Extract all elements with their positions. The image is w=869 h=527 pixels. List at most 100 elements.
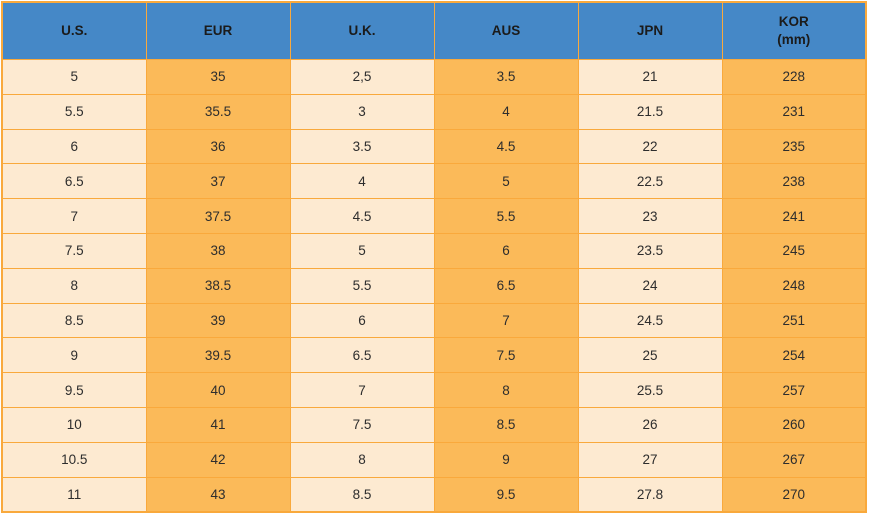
table-cell: 5 (1, 59, 147, 95)
table-cell: 245 (721, 232, 867, 269)
table-cell: 254 (721, 337, 867, 374)
table-cell: 4.5 (433, 128, 579, 165)
table-cell: 3.5 (433, 59, 579, 95)
table-cell: 37 (145, 163, 291, 200)
column-header-uk: U.K. (289, 1, 435, 60)
table-cell: 9.5 (433, 476, 579, 513)
shoe-size-conversion-table-container: U.S. EUR U.K. AUS JPN KOR (mm) 5 35 2,5 3.5… (1, 1, 867, 514)
table-cell: 26 (577, 406, 723, 443)
table-cell: 24 (577, 267, 723, 304)
shoe-size-conversion-table: U.S. EUR U.K. AUS JPN KOR (mm) 5 35 2,5 3.5… (1, 1, 867, 514)
table-cell: 235 (721, 128, 867, 165)
table-cell: 6 (289, 302, 435, 339)
column-header-jpn: JPN (577, 1, 723, 60)
table-cell: 9 (433, 441, 579, 478)
column-header-aus: AUS (433, 1, 579, 60)
table-cell: 9 (1, 337, 147, 374)
table-cell: 40 (145, 372, 291, 408)
table-cell: 21.5 (577, 93, 723, 130)
column-header-label: U.S. (61, 22, 88, 38)
table-cell: 10.5 (1, 441, 147, 478)
table-row: 7.5 38 5 6 23.5 245 (1, 232, 867, 269)
table-cell: 21 (577, 59, 723, 95)
table-cell: 4.5 (289, 198, 435, 234)
table-row: 6 36 3.5 4.5 22 235 (1, 128, 867, 165)
table-header: U.S. EUR U.K. AUS JPN KOR (mm) (1, 1, 867, 60)
table-cell: 248 (721, 267, 867, 304)
table-cell: 3.5 (289, 128, 435, 165)
table-row: 11 43 8.5 9.5 27.8 270 (1, 476, 867, 513)
table-cell: 25 (577, 337, 723, 374)
table-cell: 27.8 (577, 476, 723, 513)
table-cell: 7.5 (433, 337, 579, 374)
table-cell: 10 (1, 406, 147, 443)
table-cell: 23 (577, 198, 723, 234)
table-body: 5 35 2,5 3.5 21 228 5.5 35.5 3 4 21.5 231 6 36 3.5 4.5 2… (1, 59, 867, 513)
table-cell: 42 (145, 441, 291, 478)
table-row: 10 41 7.5 8.5 26 260 (1, 406, 867, 443)
table-cell: 35 (145, 59, 291, 95)
table-cell: 238 (721, 163, 867, 200)
table-cell: 241 (721, 198, 867, 234)
table-cell: 22 (577, 128, 723, 165)
table-cell: 5.5 (433, 198, 579, 234)
table-cell: 8 (289, 441, 435, 478)
table-cell: 231 (721, 93, 867, 130)
table-cell: 39.5 (145, 337, 291, 374)
table-cell: 25.5 (577, 372, 723, 408)
table-cell: 257 (721, 372, 867, 408)
table-row: 8.5 39 6 7 24.5 251 (1, 302, 867, 339)
column-header-eur: EUR (145, 1, 291, 60)
table-row: 5.5 35.5 3 4 21.5 231 (1, 93, 867, 130)
table-cell: 11 (1, 476, 147, 513)
table-cell: 7.5 (289, 406, 435, 443)
table-cell: 23.5 (577, 232, 723, 269)
table-cell: 5 (433, 163, 579, 200)
table-cell: 3 (289, 93, 435, 130)
column-header-label: JPN (636, 22, 664, 38)
table-cell: 27 (577, 441, 723, 478)
table-row: 10.5 42 8 9 27 267 (1, 441, 867, 478)
table-row: 9.5 40 7 8 25.5 257 (1, 372, 867, 408)
column-header-sublabel: (mm) (777, 32, 811, 47)
table-cell: 39 (145, 302, 291, 339)
table-cell: 35.5 (145, 93, 291, 130)
table-cell: 6.5 (289, 337, 435, 374)
table-cell: 22.5 (577, 163, 723, 200)
table-cell: 6.5 (433, 267, 579, 304)
table-cell: 38.5 (145, 267, 291, 304)
table-row: 6.5 37 4 5 22.5 238 (1, 163, 867, 200)
table-cell: 8.5 (1, 302, 147, 339)
table-cell: 38 (145, 232, 291, 269)
table-cell: 36 (145, 128, 291, 165)
table-row: 8 38.5 5.5 6.5 24 248 (1, 267, 867, 304)
table-cell: 2,5 (289, 59, 435, 95)
table-cell: 7 (289, 372, 435, 408)
column-header-label: KOR (778, 13, 809, 29)
table-cell: 24.5 (577, 302, 723, 339)
table-cell: 9.5 (1, 372, 147, 408)
table-cell: 8.5 (289, 476, 435, 513)
table-cell: 7.5 (1, 232, 147, 269)
table-cell: 270 (721, 476, 867, 513)
table-row: 7 37.5 4.5 5.5 23 241 (1, 198, 867, 234)
table-cell: 6.5 (1, 163, 147, 200)
column-header-label: U.K. (348, 22, 376, 38)
column-header-kor: KOR (mm) (721, 1, 867, 60)
table-cell: 43 (145, 476, 291, 513)
table-cell: 251 (721, 302, 867, 339)
table-cell: 6 (1, 128, 147, 165)
table-cell: 6 (433, 232, 579, 269)
table-cell: 4 (289, 163, 435, 200)
table-cell: 5.5 (1, 93, 147, 130)
table-row: 5 35 2,5 3.5 21 228 (1, 59, 867, 95)
table-cell: 267 (721, 441, 867, 478)
table-cell: 7 (1, 198, 147, 234)
table-row: 9 39.5 6.5 7.5 25 254 (1, 337, 867, 374)
table-cell: 8 (433, 372, 579, 408)
table-cell: 8 (1, 267, 147, 304)
table-cell: 8.5 (433, 406, 579, 443)
table-cell: 5.5 (289, 267, 435, 304)
header-row: U.S. EUR U.K. AUS JPN KOR (mm) (1, 1, 867, 60)
table-cell: 4 (433, 93, 579, 130)
